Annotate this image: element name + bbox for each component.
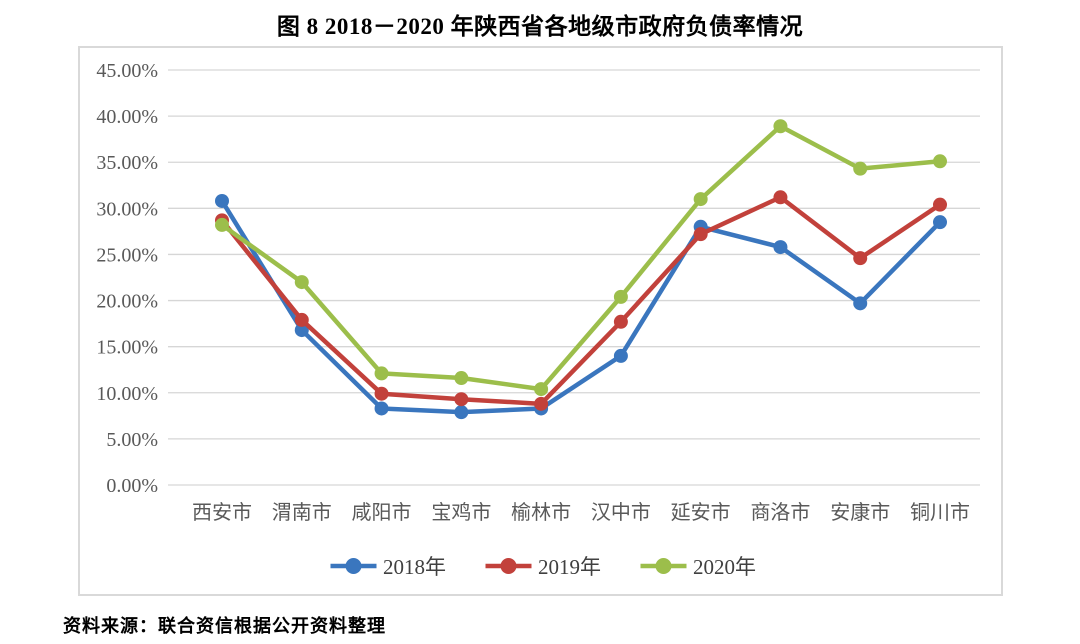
data-point-2018年-安康市 xyxy=(853,296,868,311)
legend-item-2018年: 2018年 xyxy=(329,551,446,581)
x-tick-label: 安康市 xyxy=(830,501,890,524)
data-point-2020年-西安市 xyxy=(215,217,229,232)
data-point-2020年-渭南市 xyxy=(294,275,309,290)
legend-item-2019年: 2019年 xyxy=(484,551,601,581)
y-tick-label: 10.00% xyxy=(96,383,158,405)
legend-marker-icon xyxy=(485,558,531,574)
data-point-2020年-商洛市 xyxy=(773,119,788,134)
legend-item-2020年: 2020年 xyxy=(639,551,756,581)
x-tick-label: 咸阳市 xyxy=(352,501,412,524)
series-line-2018年 xyxy=(219,198,943,415)
y-tick-label: 20.00% xyxy=(96,291,158,313)
x-tick-label: 榆林市 xyxy=(511,501,571,524)
y-tick-label: 25.00% xyxy=(96,244,158,266)
y-tick-label: 15.00% xyxy=(96,337,158,359)
data-point-2019年-宝鸡市 xyxy=(454,392,469,407)
x-tick-label: 铜川市 xyxy=(910,501,970,524)
data-point-2018年-咸阳市 xyxy=(374,401,389,416)
data-point-2020年-宝鸡市 xyxy=(454,371,469,386)
legend-label: 2020年 xyxy=(693,555,756,579)
data-point-2019年-榆林市 xyxy=(534,396,549,411)
chart-frame: 0.00% 5.00% 10.00% 15.00% 20.00% 25.00% 30.00%… xyxy=(78,46,1007,600)
y-tick-label: 5.00% xyxy=(106,429,158,451)
source-note: 资料来源：联合资信根据公开资料整理 xyxy=(63,616,386,636)
legend-label: 2019年 xyxy=(538,555,601,579)
data-point-2019年-铜川市 xyxy=(933,197,947,212)
figure-title: 图 8 2018－2020 年陕西省各地级市政府负债率情况 xyxy=(276,14,804,39)
data-point-2018年-西安市 xyxy=(215,193,229,208)
data-point-2019年-咸阳市 xyxy=(374,386,389,401)
data-point-2020年-汉中市 xyxy=(613,289,628,304)
y-tick-label: 45.00% xyxy=(96,60,158,82)
plot-frame xyxy=(78,46,1003,596)
data-point-2018年-渭南市 xyxy=(294,323,309,338)
data-point-2019年-渭南市 xyxy=(294,312,309,327)
legend-marker-icon xyxy=(640,558,686,574)
data-point-2019年-安康市 xyxy=(853,251,868,266)
legend-marker-icon xyxy=(330,558,376,574)
data-point-2020年-安康市 xyxy=(853,161,868,176)
data-point-2018年-铜川市 xyxy=(933,215,947,230)
data-point-2020年-咸阳市 xyxy=(374,366,389,381)
data-point-2020年-铜川市 xyxy=(933,154,947,169)
data-point-2019年-汉中市 xyxy=(613,314,628,329)
data-point-2018年-宝鸡市 xyxy=(454,405,469,420)
y-tick-label: 40.00% xyxy=(96,106,158,128)
data-point-2018年-商洛市 xyxy=(773,240,788,255)
data-point-2020年-延安市 xyxy=(693,192,708,207)
x-tick-label: 宝鸡市 xyxy=(431,501,491,524)
series-line-2020年 xyxy=(219,124,943,392)
line-chart: 0.00% 5.00% 10.00% 15.00% 20.00% 25.00% 30.00%… xyxy=(78,46,1003,596)
x-tick-label: 汉中市 xyxy=(591,501,651,524)
data-point-2020年-榆林市 xyxy=(534,382,549,397)
x-tick-label: 渭南市 xyxy=(272,501,332,524)
legend-label: 2018年 xyxy=(383,555,446,579)
data-point-2018年-汉中市 xyxy=(613,348,628,363)
data-point-2019年-商洛市 xyxy=(773,190,788,205)
x-tick-label: 西安市 xyxy=(192,501,252,524)
x-tick-label: 延安市 xyxy=(671,501,731,524)
y-tick-label: 30.00% xyxy=(96,198,158,220)
series-line-2019年 xyxy=(219,195,943,407)
data-point-2019年-延安市 xyxy=(693,227,708,242)
y-tick-label: 0.00% xyxy=(106,475,158,497)
y-tick-label: 35.00% xyxy=(96,152,158,174)
x-tick-label: 商洛市 xyxy=(750,501,810,524)
chart-legend: 2018年 2019年 2020年 xyxy=(329,551,756,581)
